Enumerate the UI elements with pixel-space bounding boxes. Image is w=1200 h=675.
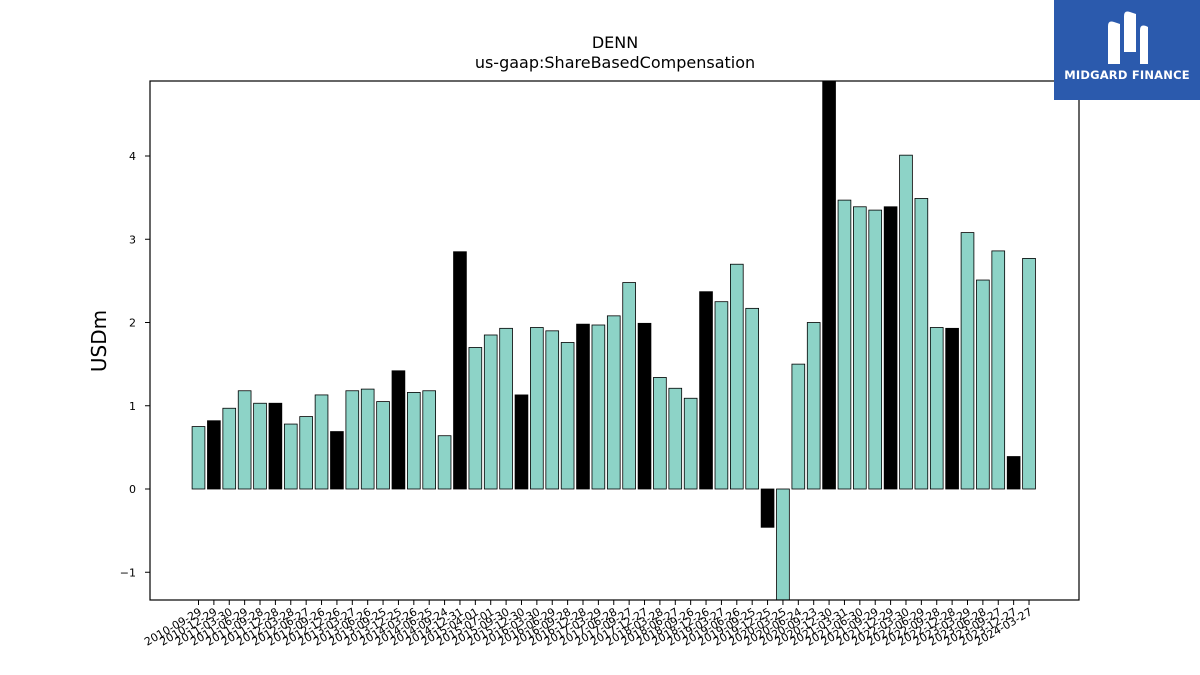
plot-frame	[149, 80, 1080, 601]
y-tick-label: 0	[129, 483, 136, 496]
y-axis: −1 0 1 2 3 4	[120, 150, 150, 579]
bar-2013-06-26	[360, 388, 375, 490]
bar-2021-06-30	[853, 206, 867, 490]
bar-2018-09-26	[683, 397, 698, 490]
bar-2016-06-29	[545, 330, 560, 490]
bar-2020-09-23	[806, 322, 821, 490]
bar-2021-03-31	[837, 199, 852, 490]
bar-2023-09-27	[991, 250, 1006, 490]
y-tick-label: 2	[129, 317, 136, 330]
bar-2014-09-24	[437, 435, 452, 490]
bar-2010-12-29	[207, 420, 221, 490]
bar-2013-09-25	[376, 401, 390, 490]
brand-logo-text: MIDGARD FINANCE	[1064, 68, 1190, 82]
bar-2019-09-25	[745, 307, 759, 490]
bar-2016-12-28	[576, 323, 590, 490]
bar-2017-09-27	[622, 282, 636, 490]
bar-2020-06-24	[791, 363, 806, 490]
chart-subtitle: us-gaap:ShareBasedCompensation	[475, 53, 755, 72]
bar-2024-03-27	[1022, 257, 1036, 490]
bar-2016-09-28	[560, 342, 575, 490]
bar-2011-09-28	[253, 402, 267, 490]
bars	[191, 80, 1036, 601]
bar-2019-06-26	[730, 263, 744, 490]
y-tick-label: 4	[129, 150, 136, 163]
bar-2015-07-01	[483, 334, 498, 490]
bar-2011-06-29	[237, 390, 252, 490]
bar-2016-03-30	[530, 327, 544, 490]
bar-2011-12-28	[268, 402, 283, 490]
bar-2013-03-27	[345, 390, 360, 490]
bar-2019-12-25	[760, 488, 775, 528]
bar-2013-12-25	[391, 370, 406, 490]
bar-2012-06-27	[299, 416, 313, 490]
bar-2021-09-29	[868, 209, 883, 490]
bar-2021-12-29	[883, 206, 898, 490]
bar-2023-06-28	[976, 279, 990, 490]
bar-2010-09-29	[191, 426, 206, 490]
bar-2020-12-30	[822, 80, 836, 490]
bar-2019-03-27	[714, 301, 729, 490]
x-axis: 2010-09-292010-12-292011-03-302011-06-29…	[142, 600, 1035, 649]
bar-2017-03-29	[591, 324, 606, 490]
bar-2015-09-30	[499, 327, 513, 490]
y-axis-label: USDm	[87, 310, 111, 372]
bar-2012-12-26	[330, 431, 344, 490]
bar-2022-09-28	[929, 327, 944, 490]
y-tick-label: 3	[129, 233, 136, 246]
y-tick-label: 1	[129, 400, 136, 413]
bar-2015-12-30	[514, 394, 529, 490]
bar-2017-06-28	[606, 315, 621, 490]
bar-2011-03-30	[222, 407, 237, 490]
bar-2012-03-28	[283, 423, 298, 490]
chart-title: DENN	[592, 33, 638, 52]
bar-2022-06-29	[914, 198, 929, 490]
bar-2012-09-26	[314, 394, 329, 490]
bar-2020-03-25	[776, 488, 790, 601]
bar-2023-12-27	[1006, 456, 1021, 490]
midgard-logo-icon	[1108, 11, 1148, 64]
bar-2014-03-26	[407, 392, 421, 490]
bar-2022-03-30	[899, 154, 913, 490]
bar-2014-06-25	[422, 390, 436, 490]
bar-2018-03-28	[653, 377, 667, 490]
bar-2022-12-28	[945, 327, 959, 490]
brand-logo: MIDGARD FINANCE	[1054, 0, 1200, 100]
y-tick-label: −1	[120, 566, 136, 579]
bar-2018-12-26	[699, 291, 713, 490]
bar-2018-06-27	[668, 387, 683, 490]
bar-2023-03-29	[960, 232, 975, 490]
bar-2014-12-31	[453, 251, 467, 490]
bar-2017-12-27	[637, 322, 652, 490]
bar-2015-04-01	[468, 347, 483, 490]
